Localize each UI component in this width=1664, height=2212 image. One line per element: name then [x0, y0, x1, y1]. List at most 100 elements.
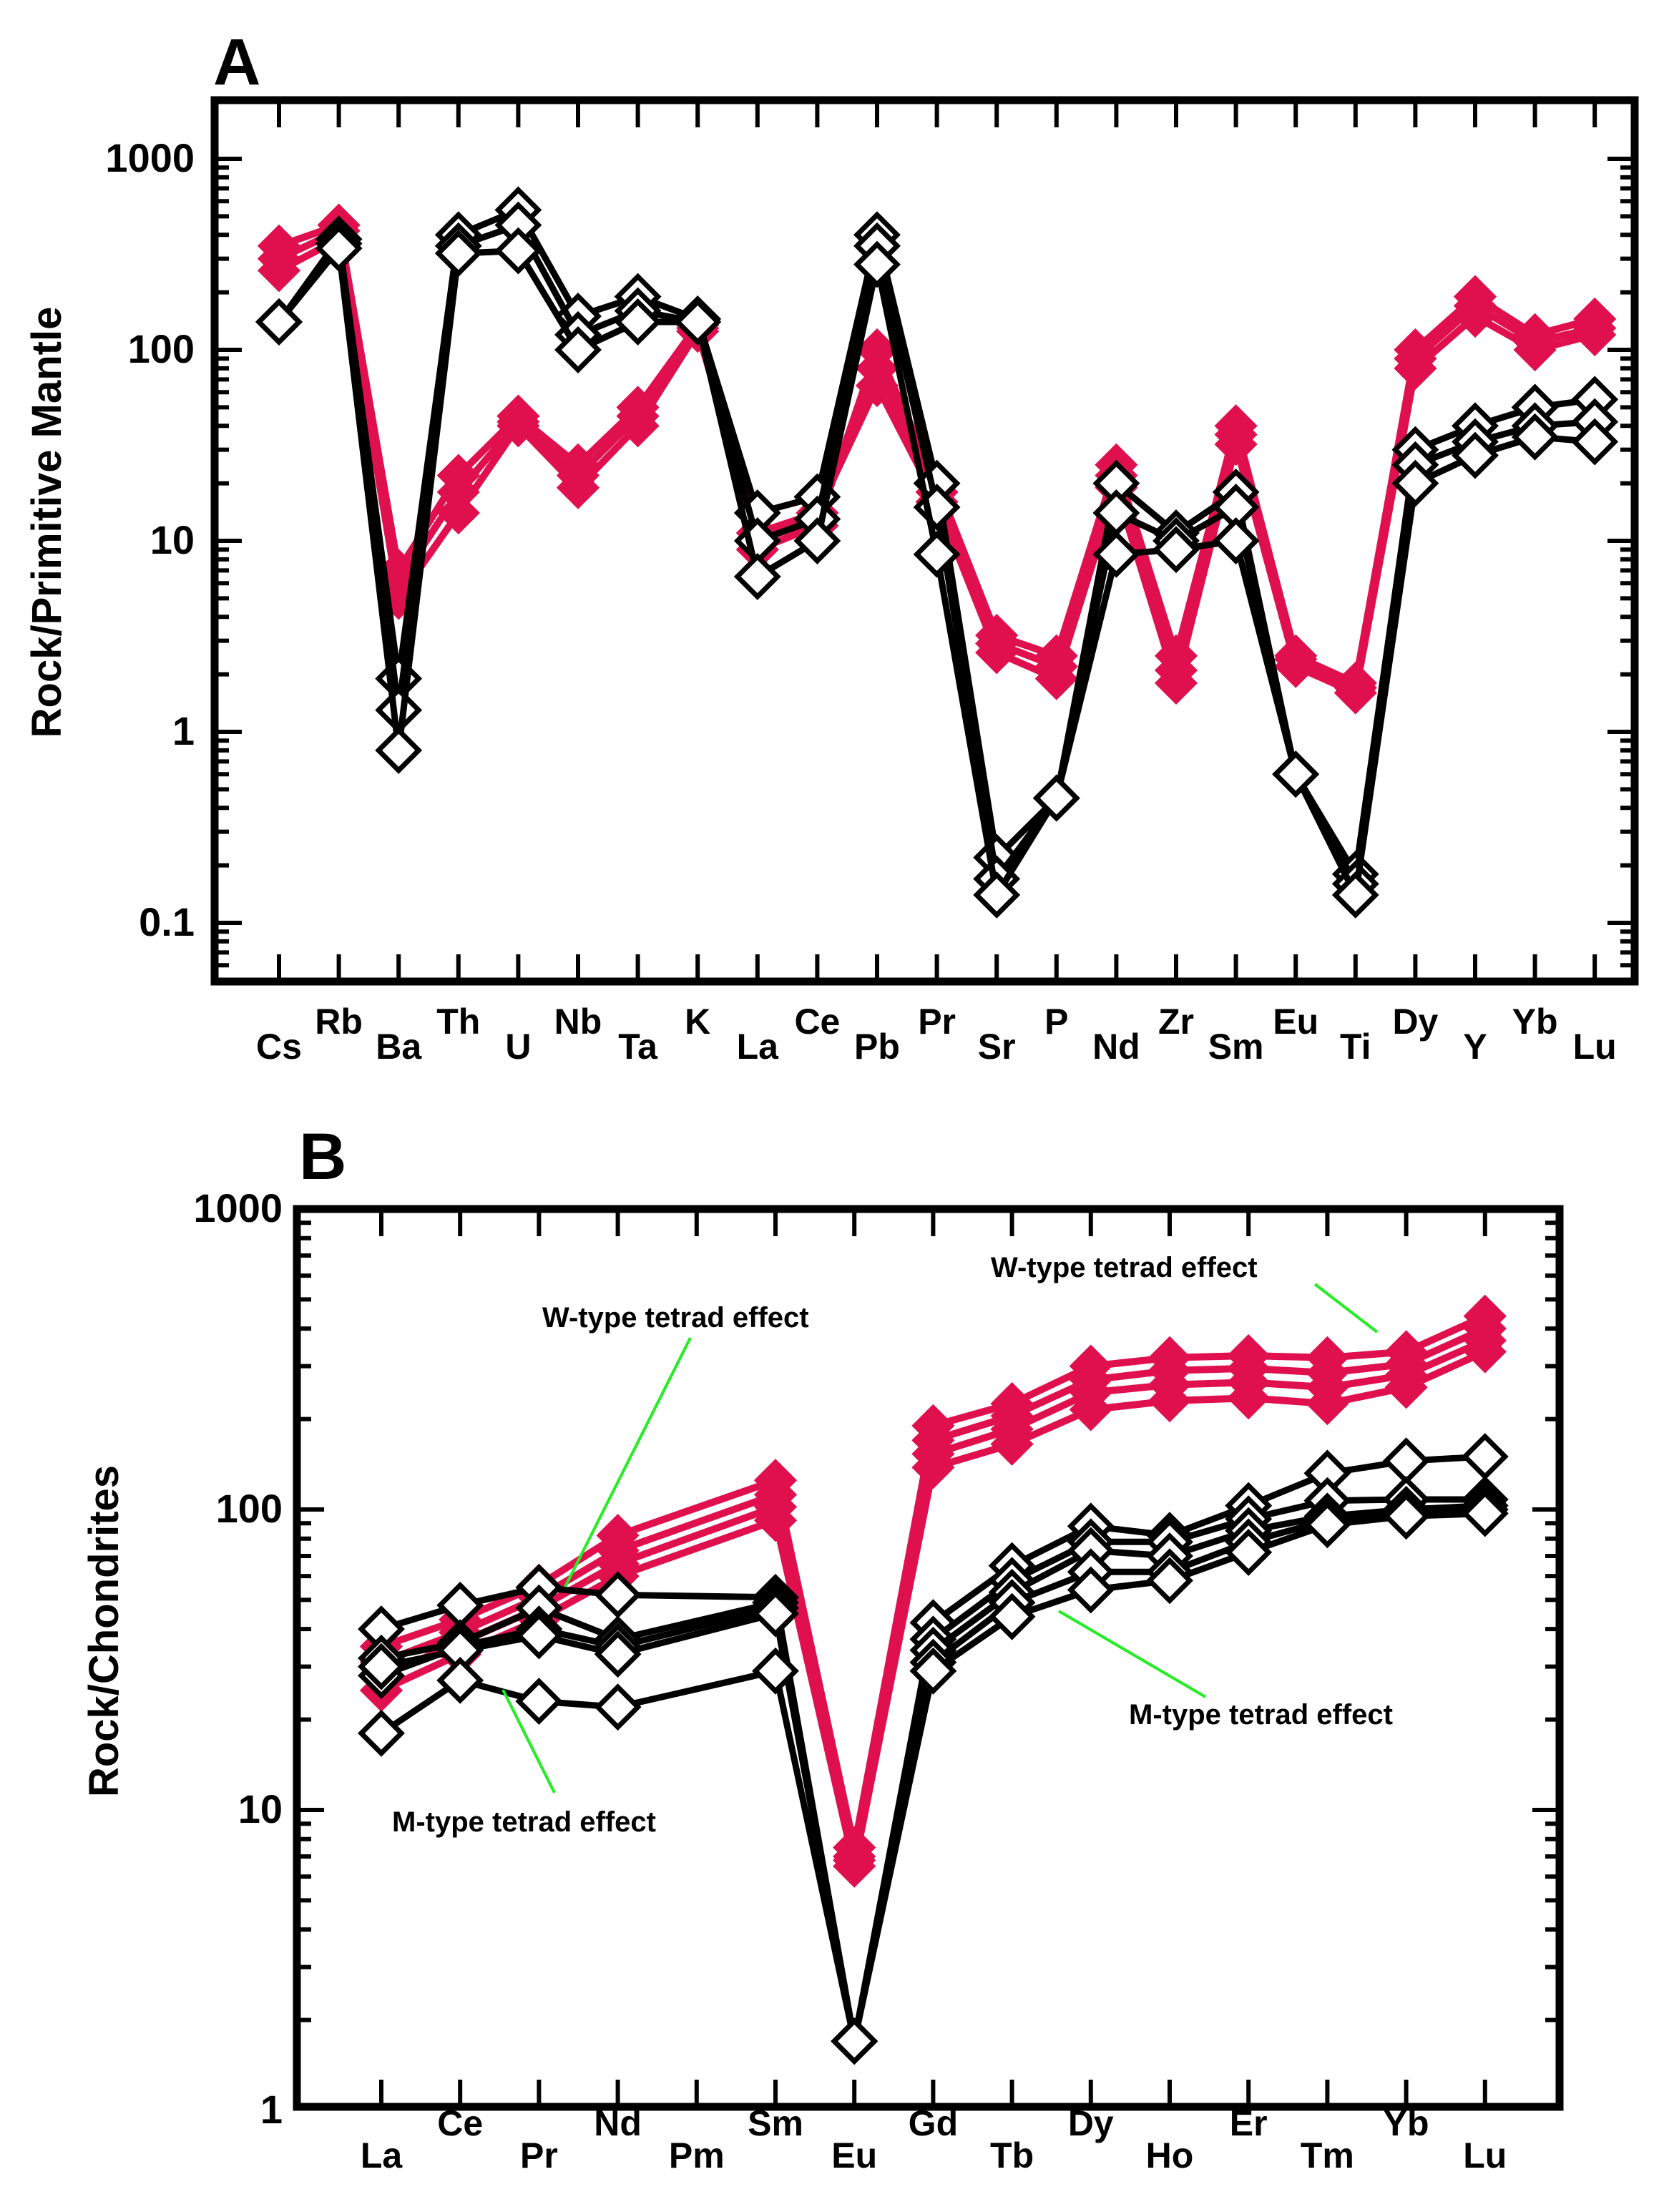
- data-point: [436, 1656, 484, 1704]
- data-point: [831, 2017, 879, 2065]
- panel-a-series: [255, 186, 1619, 919]
- data-point: [594, 1571, 642, 1619]
- y-tick-label: 10: [238, 1786, 283, 1831]
- panel-b-ylabel: Rock/Chondrites: [81, 1465, 127, 1797]
- data-point: [1461, 1433, 1509, 1480]
- x-tick-label-rb: Rb: [315, 1002, 363, 1042]
- panel-b-frame: [293, 1205, 1564, 2111]
- x-tick-label-dy: Dy: [1392, 1002, 1438, 1042]
- x-tick-label-tb: Tb: [990, 2135, 1034, 2176]
- data-point: [358, 1709, 405, 1757]
- data-point: [855, 363, 899, 408]
- annotation-leader-line: [1313, 1283, 1379, 1333]
- data-point: [1227, 1376, 1271, 1420]
- data-point: [494, 227, 542, 275]
- x-tick-label-pb: Pb: [854, 1027, 900, 1067]
- data-point: [1147, 1379, 1192, 1423]
- data-point: [990, 1422, 1034, 1466]
- panel-a-letter: A: [213, 26, 260, 99]
- x-tick-label-sm: Sm: [1208, 1027, 1264, 1067]
- y-tick-label: 1000: [105, 135, 195, 180]
- data-point: [1034, 657, 1078, 700]
- data-point: [1225, 1528, 1273, 1576]
- data-point: [594, 1683, 642, 1731]
- annotation-leader-line: [564, 1337, 692, 1587]
- panel-a-frame: [210, 96, 1639, 986]
- data-point: [1212, 517, 1260, 564]
- data-point: [753, 1499, 798, 1542]
- data-point: [1214, 423, 1258, 466]
- x-tick-label-nd: Nd: [1092, 1027, 1140, 1067]
- data-point: [1272, 750, 1320, 798]
- x-tick-label-zr: Zr: [1158, 1002, 1194, 1042]
- data-point: [1463, 1330, 1507, 1374]
- data-point: [1511, 413, 1559, 461]
- panel-a: A Rock/Primitive Mantle 0.1 1 10 100 1000 Cs…: [24, 26, 1639, 1067]
- data-point: [1331, 871, 1379, 919]
- annotation-leader-line: [501, 1689, 556, 1793]
- x-tick-label-la: La: [737, 1027, 780, 1067]
- panel-b-letter: B: [299, 1120, 346, 1193]
- data-point: [1146, 1557, 1193, 1605]
- x-tick-label-pm: Pm: [669, 2135, 725, 2176]
- data-point: [1573, 313, 1617, 356]
- data-point: [1382, 1437, 1430, 1485]
- x-tick-label-yb: Yb: [1512, 1002, 1558, 1042]
- data-point: [1513, 328, 1557, 372]
- data-point: [733, 553, 781, 600]
- data-point: [988, 1592, 1036, 1640]
- x-tick-label-eu: Eu: [831, 2135, 877, 2176]
- data-point: [1384, 1366, 1428, 1409]
- annotation-w-type-left: W-type tetrad effect: [542, 1302, 809, 1333]
- y-tick-label: 0.1: [139, 899, 195, 944]
- data-point: [257, 249, 301, 293]
- panel-b-annotations: W-type tetrad effect W-type tetrad effec…: [392, 1252, 1393, 1838]
- data-point: [833, 1844, 876, 1888]
- y-tick-label: 1: [172, 708, 195, 753]
- data-point: [554, 326, 602, 373]
- panel-a-ylabel: Rock/Primitive Mantle: [24, 307, 70, 738]
- x-tick-label-ba: Ba: [376, 1027, 422, 1067]
- data-point: [752, 1590, 799, 1638]
- annotation-w-type-upper: W-type tetrad effect: [991, 1252, 1258, 1283]
- data-point: [434, 230, 482, 278]
- y-tick-label: 1000: [193, 1185, 283, 1230]
- y-tick-label: 10: [150, 517, 195, 562]
- data-point: [614, 298, 662, 346]
- data-point: [911, 1446, 955, 1489]
- data-point: [1391, 459, 1439, 507]
- data-point: [1453, 294, 1497, 338]
- data-point: [913, 530, 961, 578]
- panel-b-series: [358, 1294, 1509, 2065]
- data-point: [315, 225, 363, 273]
- data-point: [1303, 1501, 1351, 1549]
- data-point: [594, 1630, 642, 1678]
- data-point: [358, 1643, 405, 1690]
- data-point: [793, 517, 841, 564]
- data-point: [1154, 661, 1198, 705]
- data-point: [556, 466, 600, 509]
- data-point: [1067, 1566, 1115, 1614]
- data-point: [616, 404, 660, 448]
- x-tick-label-y: Y: [1463, 1027, 1487, 1067]
- panel-b: B Rock/Chondrites 1 10 100 1000 LaCePrNdPmS…: [81, 1120, 1564, 2176]
- data-point: [973, 871, 1021, 919]
- data-point: [1571, 418, 1619, 466]
- data-point: [515, 1612, 563, 1660]
- y-tick-label: 100: [216, 1486, 283, 1531]
- data-point: [436, 491, 480, 535]
- data-point: [515, 1678, 563, 1726]
- data-point: [1306, 1381, 1349, 1426]
- x-tick-label-la: La: [361, 2135, 403, 2176]
- x-tick-label-pr: Pr: [520, 2135, 558, 2176]
- data-point: [375, 726, 423, 774]
- x-tick-label-u: U: [505, 1027, 531, 1067]
- data-point: [1032, 774, 1080, 822]
- data-point: [909, 1647, 957, 1695]
- annotation-m-type-left: M-type tetrad effect: [392, 1806, 656, 1838]
- x-tick-label-eu: Eu: [1273, 1002, 1318, 1042]
- data-point: [975, 631, 1019, 675]
- data-point: [752, 1647, 799, 1695]
- data-point: [1152, 526, 1200, 574]
- data-point: [1452, 431, 1499, 479]
